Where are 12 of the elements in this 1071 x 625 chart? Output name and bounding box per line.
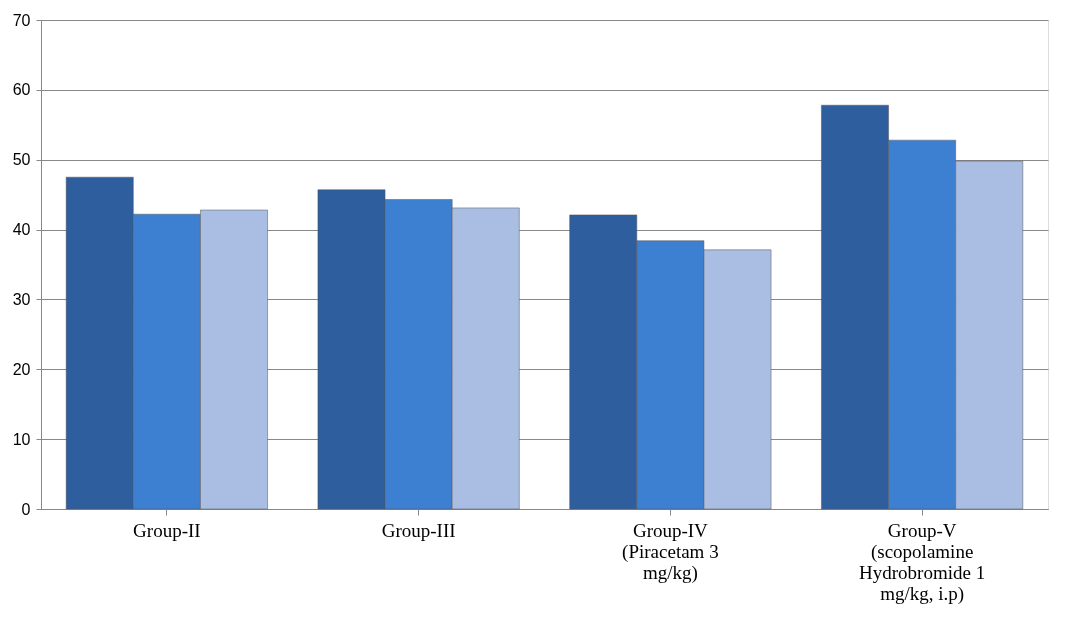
- y-tick-label: 0: [21, 500, 31, 518]
- y-tick-label: 60: [12, 81, 31, 99]
- x-tick-label: Group-III: [381, 519, 456, 541]
- y-tick-label: 50: [12, 151, 31, 169]
- y-tick-label: 40: [12, 221, 31, 239]
- y-tick-label: 20: [12, 360, 31, 378]
- y-tick-label: 70: [12, 11, 31, 29]
- x-tick-label: Group-IV (Piracetam 3 mg/kg): [622, 519, 719, 584]
- y-tick-label: 30: [12, 290, 31, 308]
- x-tick-label: Group-II: [133, 519, 201, 541]
- y-tick-label: 10: [12, 430, 31, 448]
- x-tick-label: Group-V (scopolamine Hydrobromide 1 mg/kg, i.p): [859, 519, 986, 605]
